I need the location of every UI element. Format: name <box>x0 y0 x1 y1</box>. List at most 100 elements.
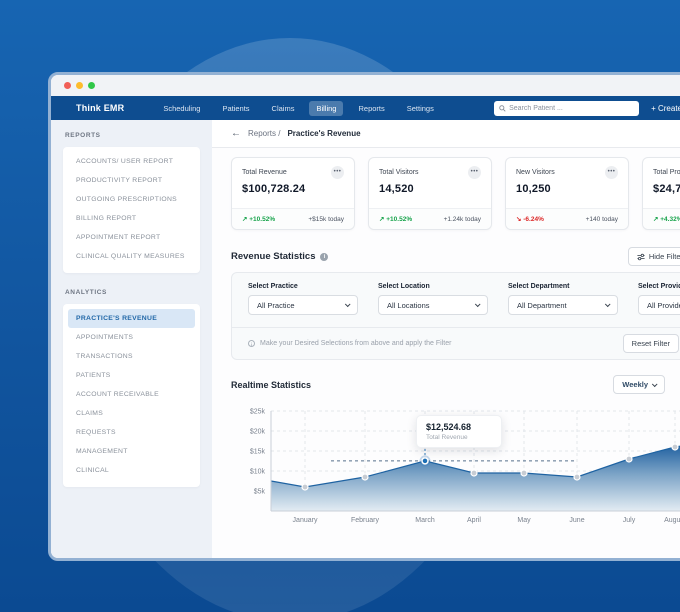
chevron-down-icon <box>474 301 481 308</box>
trend-badge: ↗ +4.32% <box>653 216 680 223</box>
stat-card-total-revenue: Total Revenue ••• $100,728.24 ↗ +10.52% … <box>231 157 355 230</box>
svg-text:$20k: $20k <box>250 429 266 436</box>
create-button[interactable]: + Create <box>651 103 680 113</box>
filter-note-text: Make your Desired Selections from above … <box>260 340 452 347</box>
stat-label: Total Visitors <box>379 169 419 176</box>
trend-badge: ↗ +10.52% <box>379 216 413 223</box>
breadcrumb: ← Reports / Practice's Revenue <box>212 120 680 148</box>
sidebar-item-billing-report[interactable]: BILLING REPORT <box>76 215 137 222</box>
tooltip-value: $12,524.68 <box>426 422 472 432</box>
chart-tooltip: $12,524.68 Total Revenue <box>416 415 502 448</box>
filter-sliders-icon <box>637 253 645 260</box>
location-select[interactable]: All Locations <box>378 295 488 315</box>
tooltip-label: Total Revenue <box>426 434 468 441</box>
trend-up-icon: ↗ <box>242 216 248 223</box>
breadcrumb-current: Practice's Revenue <box>287 129 361 138</box>
filter-label-location: Select Location <box>378 283 430 290</box>
window-close-button[interactable] <box>64 82 71 89</box>
svg-text:$25k: $25k <box>250 409 266 416</box>
sidebar-item-clinical[interactable]: CLINICAL <box>76 467 109 474</box>
patient-search[interactable] <box>494 100 640 116</box>
filter-label-department: Select Department <box>508 283 570 290</box>
sidebar-item-clinical-quality-measures[interactable]: CLINICAL QUALITY MEASURES <box>76 253 185 260</box>
svg-text:January: January <box>293 517 318 524</box>
nav-item-patients[interactable]: Patients <box>222 103 250 113</box>
revenue-area-chart[interactable]: $25k $20k $15k $10k $5k January February March A… <box>231 401 680 529</box>
filter-panel: Select Practice All Practice Select Loca… <box>231 272 680 360</box>
main-content: ← Reports / Practice's Revenue Total Rev… <box>212 120 680 558</box>
trend-up-icon: ↗ <box>379 216 385 223</box>
trend-note: +140 today <box>585 215 618 223</box>
trend-badge: ↗ +10.52% <box>242 216 276 223</box>
stat-card-new-visitors: New Visitors ••• 10,250 ↘ -6.24% +140 to… <box>505 157 629 230</box>
stat-cards-row: Total Revenue ••• $100,728.24 ↗ +10.52% … <box>231 157 680 230</box>
reset-filter-button[interactable]: Reset Filter <box>622 334 679 353</box>
sidebar-item-productivity-report[interactable]: PRODUCTIVITY REPORT <box>76 177 163 184</box>
brand-logo: Think EMR <box>76 103 125 113</box>
nav-item-reports[interactable]: Reports <box>358 103 385 113</box>
window-titlebar <box>51 75 680 96</box>
stat-value: $24,72 <box>653 183 680 195</box>
svg-text:May: May <box>517 517 531 524</box>
info-icon[interactable]: i <box>320 252 329 261</box>
stat-card-total-visitors: Total Visitors ••• 14,520 ↗ +10.52% +1.2… <box>368 157 492 230</box>
svg-text:April: April <box>467 517 481 524</box>
chevron-down-icon <box>651 380 658 387</box>
sidebar: REPORTS ACCOUNTS/ USER REPORT PRODUCTIVI… <box>51 120 212 558</box>
svg-text:June: June <box>569 517 584 524</box>
top-navbar: Think EMR Scheduling Patients Claims Bil… <box>51 96 680 120</box>
realtime-statistics-header: Realtime Statistics Weekly <box>231 375 680 394</box>
sidebar-item-account-receivable[interactable]: ACCOUNT RECEIVABLE <box>76 391 159 398</box>
practice-select[interactable]: All Practice <box>248 295 358 315</box>
trend-badge: ↘ -6.24% <box>516 216 544 223</box>
main-nav: Scheduling Patients Claims Billing Repor… <box>156 100 441 116</box>
analytics-list: PRACTICE'S REVENUE APPOINTMENTS TRANSACT… <box>63 304 200 487</box>
svg-text:March: March <box>415 517 435 524</box>
trend-down-icon: ↘ <box>516 216 522 223</box>
nav-item-billing[interactable]: Billing <box>309 100 344 116</box>
chevron-down-icon <box>344 301 351 308</box>
window-maximize-button[interactable] <box>88 82 95 89</box>
nav-item-settings[interactable]: Settings <box>406 103 434 113</box>
nav-item-claims[interactable]: Claims <box>271 103 295 113</box>
sidebar-item-outgoing-prescriptions[interactable]: OUTGOING PRESCRIPTIONS <box>76 196 178 203</box>
sidebar-reports-header: REPORTS <box>65 132 101 139</box>
breadcrumb-path[interactable]: Reports / <box>248 129 281 138</box>
filter-label-practice: Select Practice <box>248 283 298 290</box>
revenue-chart[interactable]: $25k $20k $15k $10k $5k January February March A… <box>231 401 680 531</box>
svg-text:August: August <box>664 517 680 524</box>
stat-value: 14,520 <box>379 183 414 195</box>
trend-note: +$15k today <box>308 215 344 223</box>
more-options-button[interactable]: ••• <box>331 166 344 179</box>
stat-value: 10,250 <box>516 183 551 195</box>
more-options-button[interactable]: ••• <box>468 166 481 179</box>
sidebar-item-appointments[interactable]: APPOINTMENTS <box>76 334 134 341</box>
nav-item-scheduling[interactable]: Scheduling <box>163 103 201 113</box>
sidebar-item-management[interactable]: MANAGEMENT <box>76 448 128 455</box>
department-select[interactable]: All Department <box>508 295 618 315</box>
info-icon: i <box>248 340 255 347</box>
sidebar-item-practices-revenue[interactable]: PRACTICE'S REVENUE <box>68 309 195 328</box>
sidebar-item-requests[interactable]: REQUESTS <box>76 429 116 436</box>
revenue-statistics-title: Revenue Statistics <box>231 251 316 262</box>
sidebar-item-patients[interactable]: PATIENTS <box>76 372 111 379</box>
app-window: Think EMR Scheduling Patients Claims Bil… <box>48 72 680 561</box>
svg-text:$10k: $10k <box>250 469 266 476</box>
search-input[interactable] <box>509 104 635 112</box>
stat-label: Total Profit <box>653 169 680 176</box>
filter-note-row: i Make your Desired Selections from abov… <box>232 327 680 359</box>
more-options-button[interactable]: ••• <box>605 166 618 179</box>
back-arrow-icon[interactable]: ← <box>231 128 241 139</box>
provider-select[interactable]: All Providers <box>638 295 680 315</box>
sidebar-item-transactions[interactable]: TRANSACTIONS <box>76 353 133 360</box>
search-icon <box>499 104 506 112</box>
sidebar-item-appointment-report[interactable]: APPOINTMENT REPORT <box>76 234 161 241</box>
trend-note: +1.24k today <box>443 215 481 223</box>
svg-text:July: July <box>623 517 636 524</box>
sidebar-item-accounts-user-report[interactable]: ACCOUNTS/ USER REPORT <box>76 158 174 165</box>
sidebar-item-claims[interactable]: CLAIMS <box>76 410 104 417</box>
sidebar-analytics-header: ANALYTICS <box>65 289 107 296</box>
period-select[interactable]: Weekly <box>613 375 665 394</box>
window-minimize-button[interactable] <box>76 82 83 89</box>
hide-filter-button[interactable]: Hide Filter <box>627 247 680 266</box>
